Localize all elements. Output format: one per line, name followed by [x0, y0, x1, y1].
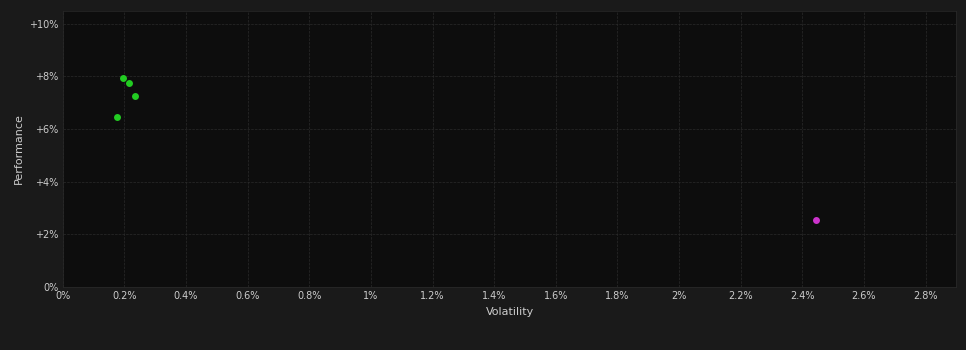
Point — [809, 217, 824, 223]
Point — [109, 114, 125, 120]
Point — [122, 80, 137, 86]
Point — [128, 93, 143, 99]
Y-axis label: Performance: Performance — [14, 113, 24, 184]
Point — [115, 75, 130, 80]
X-axis label: Volatility: Volatility — [486, 307, 533, 317]
